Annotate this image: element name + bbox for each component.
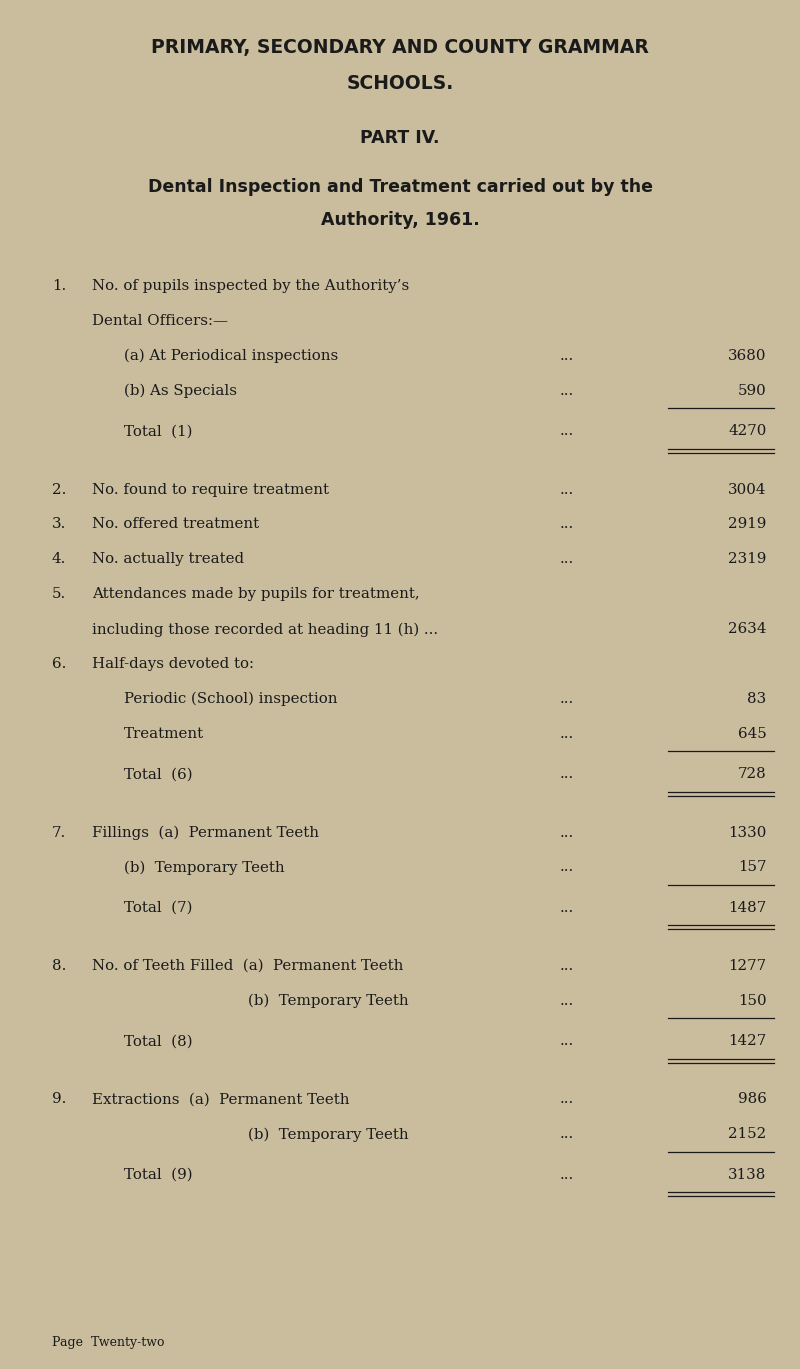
Text: Fillings  (a)  Permanent Teeth: Fillings (a) Permanent Teeth <box>92 826 319 841</box>
Text: Dental Inspection and Treatment carried out by the: Dental Inspection and Treatment carried … <box>147 178 653 196</box>
Text: 1427: 1427 <box>728 1035 766 1049</box>
Text: ...: ... <box>560 826 574 839</box>
Text: 1330: 1330 <box>728 826 766 839</box>
Text: 728: 728 <box>738 767 766 782</box>
Text: (b)  Temporary Teeth: (b) Temporary Teeth <box>248 994 409 1009</box>
Text: ...: ... <box>560 861 574 875</box>
Text: including those recorded at heading 11 (h) ...: including those recorded at heading 11 (… <box>92 622 438 637</box>
Text: Total  (8): Total (8) <box>124 1035 193 1049</box>
Text: 83: 83 <box>747 691 766 706</box>
Text: 3004: 3004 <box>728 483 766 497</box>
Text: ...: ... <box>560 517 574 531</box>
Text: 645: 645 <box>738 727 766 741</box>
Text: 1277: 1277 <box>728 960 766 973</box>
Text: Extractions  (a)  Permanent Teeth: Extractions (a) Permanent Teeth <box>92 1092 350 1106</box>
Text: Periodic (School) inspection: Periodic (School) inspection <box>124 691 338 706</box>
Text: Attendances made by pupils for treatment,: Attendances made by pupils for treatment… <box>92 587 420 601</box>
Text: ...: ... <box>560 691 574 706</box>
Text: 2919: 2919 <box>728 517 766 531</box>
Text: ...: ... <box>560 901 574 914</box>
Text: Total  (6): Total (6) <box>124 767 193 782</box>
Text: 4270: 4270 <box>728 424 766 438</box>
Text: PART IV.: PART IV. <box>360 129 440 146</box>
Text: 1487: 1487 <box>728 901 766 914</box>
Text: (b)  Temporary Teeth: (b) Temporary Teeth <box>124 861 285 875</box>
Text: Total  (1): Total (1) <box>124 424 192 438</box>
Text: Treatment: Treatment <box>124 727 204 741</box>
Text: ...: ... <box>560 727 574 741</box>
Text: ...: ... <box>560 552 574 567</box>
Text: ...: ... <box>560 424 574 438</box>
Text: 3680: 3680 <box>728 349 766 363</box>
Text: 4.: 4. <box>52 552 66 567</box>
Text: (b) As Specials: (b) As Specials <box>124 385 237 398</box>
Text: 3.: 3. <box>52 517 66 531</box>
Text: 2152: 2152 <box>728 1128 766 1142</box>
Text: No. of pupils inspected by the Authority’s: No. of pupils inspected by the Authority… <box>92 279 410 293</box>
Text: 9.: 9. <box>52 1092 66 1106</box>
Text: No. found to require treatment: No. found to require treatment <box>92 483 329 497</box>
Text: Dental Officers:—: Dental Officers:— <box>92 315 228 329</box>
Text: ...: ... <box>560 960 574 973</box>
Text: 1.: 1. <box>52 279 66 293</box>
Text: 150: 150 <box>738 994 766 1008</box>
Text: 2634: 2634 <box>728 622 766 637</box>
Text: ...: ... <box>560 349 574 363</box>
Text: ...: ... <box>560 1035 574 1049</box>
Text: ...: ... <box>560 1128 574 1142</box>
Text: No. of Teeth Filled  (a)  Permanent Teeth: No. of Teeth Filled (a) Permanent Teeth <box>92 960 403 973</box>
Text: 3138: 3138 <box>728 1168 766 1181</box>
Text: PRIMARY, SECONDARY AND COUNTY GRAMMAR: PRIMARY, SECONDARY AND COUNTY GRAMMAR <box>151 38 649 57</box>
Text: (a) At Periodical inspections: (a) At Periodical inspections <box>124 349 338 364</box>
Text: ...: ... <box>560 1092 574 1106</box>
Text: 2.: 2. <box>52 483 66 497</box>
Text: Authority, 1961.: Authority, 1961. <box>321 211 479 229</box>
Text: 2319: 2319 <box>728 552 766 567</box>
Text: ...: ... <box>560 1168 574 1181</box>
Text: (b)  Temporary Teeth: (b) Temporary Teeth <box>248 1128 409 1142</box>
Text: Half-days devoted to:: Half-days devoted to: <box>92 657 254 671</box>
Text: Total  (9): Total (9) <box>124 1168 193 1181</box>
Text: 6.: 6. <box>52 657 66 671</box>
Text: ...: ... <box>560 483 574 497</box>
Text: Page  Twenty-two: Page Twenty-two <box>52 1336 165 1348</box>
Text: No. offered treatment: No. offered treatment <box>92 517 259 531</box>
Text: 986: 986 <box>738 1092 766 1106</box>
Text: 590: 590 <box>738 385 766 398</box>
Text: No. actually treated: No. actually treated <box>92 552 244 567</box>
Text: 7.: 7. <box>52 826 66 839</box>
Text: 8.: 8. <box>52 960 66 973</box>
Text: 5.: 5. <box>52 587 66 601</box>
Text: 157: 157 <box>738 861 766 875</box>
Text: Total  (7): Total (7) <box>124 901 192 914</box>
Text: SCHOOLS.: SCHOOLS. <box>346 74 454 93</box>
Text: ...: ... <box>560 994 574 1008</box>
Text: ...: ... <box>560 385 574 398</box>
Text: ...: ... <box>560 767 574 782</box>
